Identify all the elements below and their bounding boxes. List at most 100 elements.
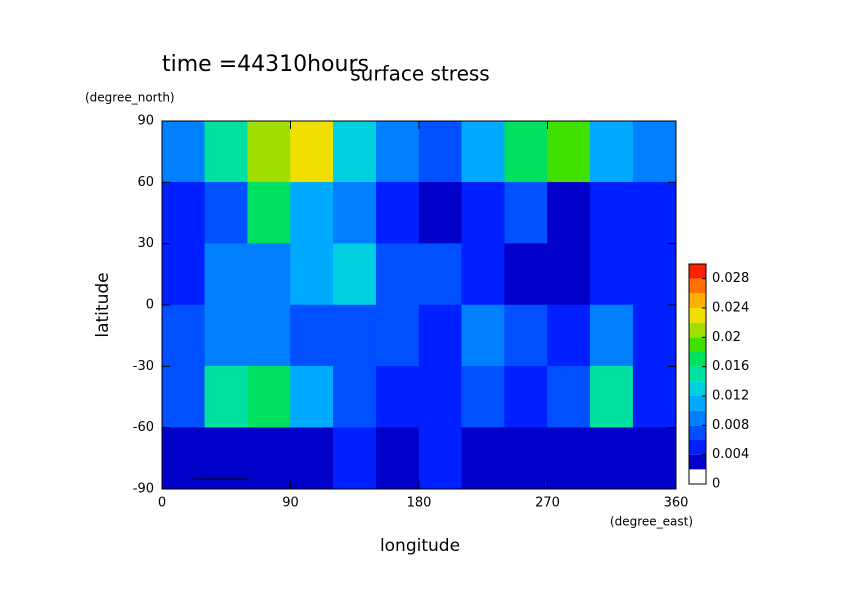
colorbar-tick-label: 0.024: [712, 301, 749, 316]
colorbar-swatch: [689, 469, 706, 484]
field-cell: [204, 427, 248, 490]
y-tick-label: 0: [146, 298, 154, 313]
field-cell: [632, 366, 677, 428]
field-cell: [461, 304, 505, 367]
x-unit: (degree_east): [610, 515, 693, 529]
field-cell: [632, 243, 677, 306]
field-cell: [204, 243, 248, 306]
colorbar-tick-label: 0.016: [712, 359, 749, 374]
field-cell: [418, 366, 463, 428]
field-cell: [590, 427, 634, 490]
field-cell: [418, 427, 463, 490]
field-cell: [547, 366, 591, 428]
field-cell: [632, 427, 677, 490]
y-tick-label: 90: [137, 114, 154, 129]
field-cell: [375, 182, 420, 244]
field-cell: [418, 182, 463, 244]
x-tick-label: 180: [407, 496, 432, 511]
field-cell: [461, 182, 505, 244]
field-cell: [290, 304, 334, 367]
field-cell: [461, 366, 505, 428]
field-cell: [375, 243, 420, 306]
field-cell: [290, 243, 334, 306]
x-tick-label: 90: [282, 496, 299, 511]
field-cell: [333, 243, 377, 306]
colorbar-swatch: [689, 366, 706, 382]
y-tick-label: 60: [137, 175, 154, 190]
field-cell: [247, 304, 291, 367]
x-tick-label: 270: [535, 496, 560, 511]
field-cell: [418, 120, 463, 183]
field-cell: [632, 304, 677, 367]
colorbar-tick-label: 0.02: [712, 330, 741, 345]
field-cell: [590, 243, 634, 306]
chart-title: time =44310hours: [162, 52, 369, 77]
field-cell: [375, 120, 420, 183]
field-cell: [590, 304, 634, 367]
colorbar-swatch: [689, 381, 706, 396]
colorbar-tick-label: 0: [712, 477, 720, 492]
y-tick-label: -60: [133, 420, 154, 435]
colorbar-swatch: [689, 440, 706, 455]
field-cell: [333, 427, 377, 490]
field-cell: [547, 243, 591, 306]
field-cell: [461, 427, 505, 490]
field-cell: [290, 366, 334, 428]
field-cell: [161, 304, 206, 367]
field: [161, 120, 677, 490]
colorbar-swatch: [689, 322, 706, 338]
field-cell: [161, 182, 206, 244]
colorbar-swatch: [689, 337, 706, 352]
y-tick-label: -90: [133, 482, 154, 497]
colorbar-tick-label: 0.028: [712, 271, 749, 286]
field-cell: [504, 304, 548, 367]
colorbar-tick-label: 0.004: [712, 447, 749, 462]
field-cell: [375, 427, 420, 490]
colorbar-swatch: [689, 308, 706, 323]
field-cell: [247, 366, 291, 428]
field-cell: [547, 427, 591, 490]
colorbar-frame: [688, 263, 707, 485]
field-cell: [375, 366, 420, 428]
field-cell: [333, 304, 377, 367]
field-cell: [290, 182, 334, 244]
colorbar-swatch: [689, 425, 706, 440]
field-cell: [418, 304, 463, 367]
field-cell: [290, 427, 334, 490]
field-cell: [333, 366, 377, 428]
y-tick-label: 30: [137, 236, 154, 251]
plot-frame: [161, 120, 677, 490]
colorbar-swatch: [689, 396, 706, 411]
field-cell: [547, 304, 591, 367]
colorbar-swatch: [689, 293, 706, 308]
field-cell: [290, 120, 334, 183]
field-cell: [375, 304, 420, 367]
x-axis-label: longitude: [380, 536, 460, 556]
field-cell: [333, 182, 377, 244]
field-cell: [461, 120, 505, 183]
colorbar-swatch: [689, 410, 706, 426]
field-cell: [504, 120, 548, 183]
field-cell: [547, 182, 591, 244]
x-tick-label: 0: [158, 496, 166, 511]
field-cell: [204, 366, 248, 428]
field-cell: [504, 366, 548, 428]
colorbar-tick-label: 0.012: [712, 389, 749, 404]
field-cell: [590, 120, 634, 183]
field-cell: [333, 120, 377, 183]
field-cell: [204, 182, 248, 244]
field-cell: [247, 243, 291, 306]
x-tick-label: 360: [664, 496, 689, 511]
colorbar-swatch: [689, 264, 706, 279]
field-cell: [504, 182, 548, 244]
field-cell: [547, 120, 591, 183]
y-unit: (degree_north): [85, 91, 175, 105]
colorbar-swatch: [689, 278, 706, 294]
field-cell: [461, 243, 505, 306]
field-cell: [204, 304, 248, 367]
field-cell: [161, 120, 206, 183]
field-cell: [590, 182, 634, 244]
field-cell: [504, 243, 548, 306]
field-cell: [632, 182, 677, 244]
